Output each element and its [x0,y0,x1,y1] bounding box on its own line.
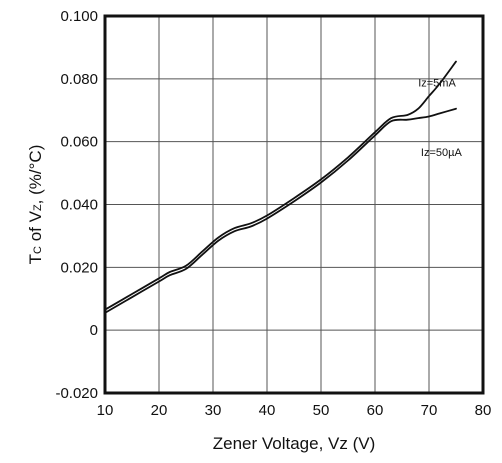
y-tick-label: 0.080 [60,71,98,88]
x-tick-label: 10 [97,402,114,419]
series-annotation: Iz=5mA [418,78,456,90]
y-tick-label: 0.040 [60,197,98,214]
y-tick-label: 0.020 [60,259,98,276]
y-axis-title: TC of VZ, (%/°C) [26,145,45,265]
x-tick-label: 20 [151,402,168,419]
x-tick-labels: 10 20 30 40 50 60 70 80 [97,402,492,419]
series-line-iz-5ma [104,60,457,311]
series-annotation: Iz=50µA [421,147,463,159]
series-lines [104,60,457,314]
y-tick-label: 0.060 [60,134,98,151]
x-tick-label: 30 [205,402,222,419]
y-tick-label: -0.020 [55,385,98,402]
y-tick-label: 0 [90,322,98,339]
grid [105,16,483,393]
y-tick-label: 0.100 [60,8,98,25]
plot-frame [103,14,485,395]
x-axis-title: Zener Voltage, Vz (V) [213,434,376,453]
x-tick-label: 40 [259,402,276,419]
series-annotations: Iz=5mA Iz=50µA [418,78,462,159]
y-tick-labels: -0.020 0 0.020 0.040 0.060 0.080 0.100 [55,8,98,402]
x-tick-label: 60 [367,402,384,419]
series-line-iz-50ua [104,107,457,314]
x-tick-label: 50 [313,402,330,419]
x-tick-label: 70 [421,402,438,419]
x-tick-label: 80 [475,402,492,419]
